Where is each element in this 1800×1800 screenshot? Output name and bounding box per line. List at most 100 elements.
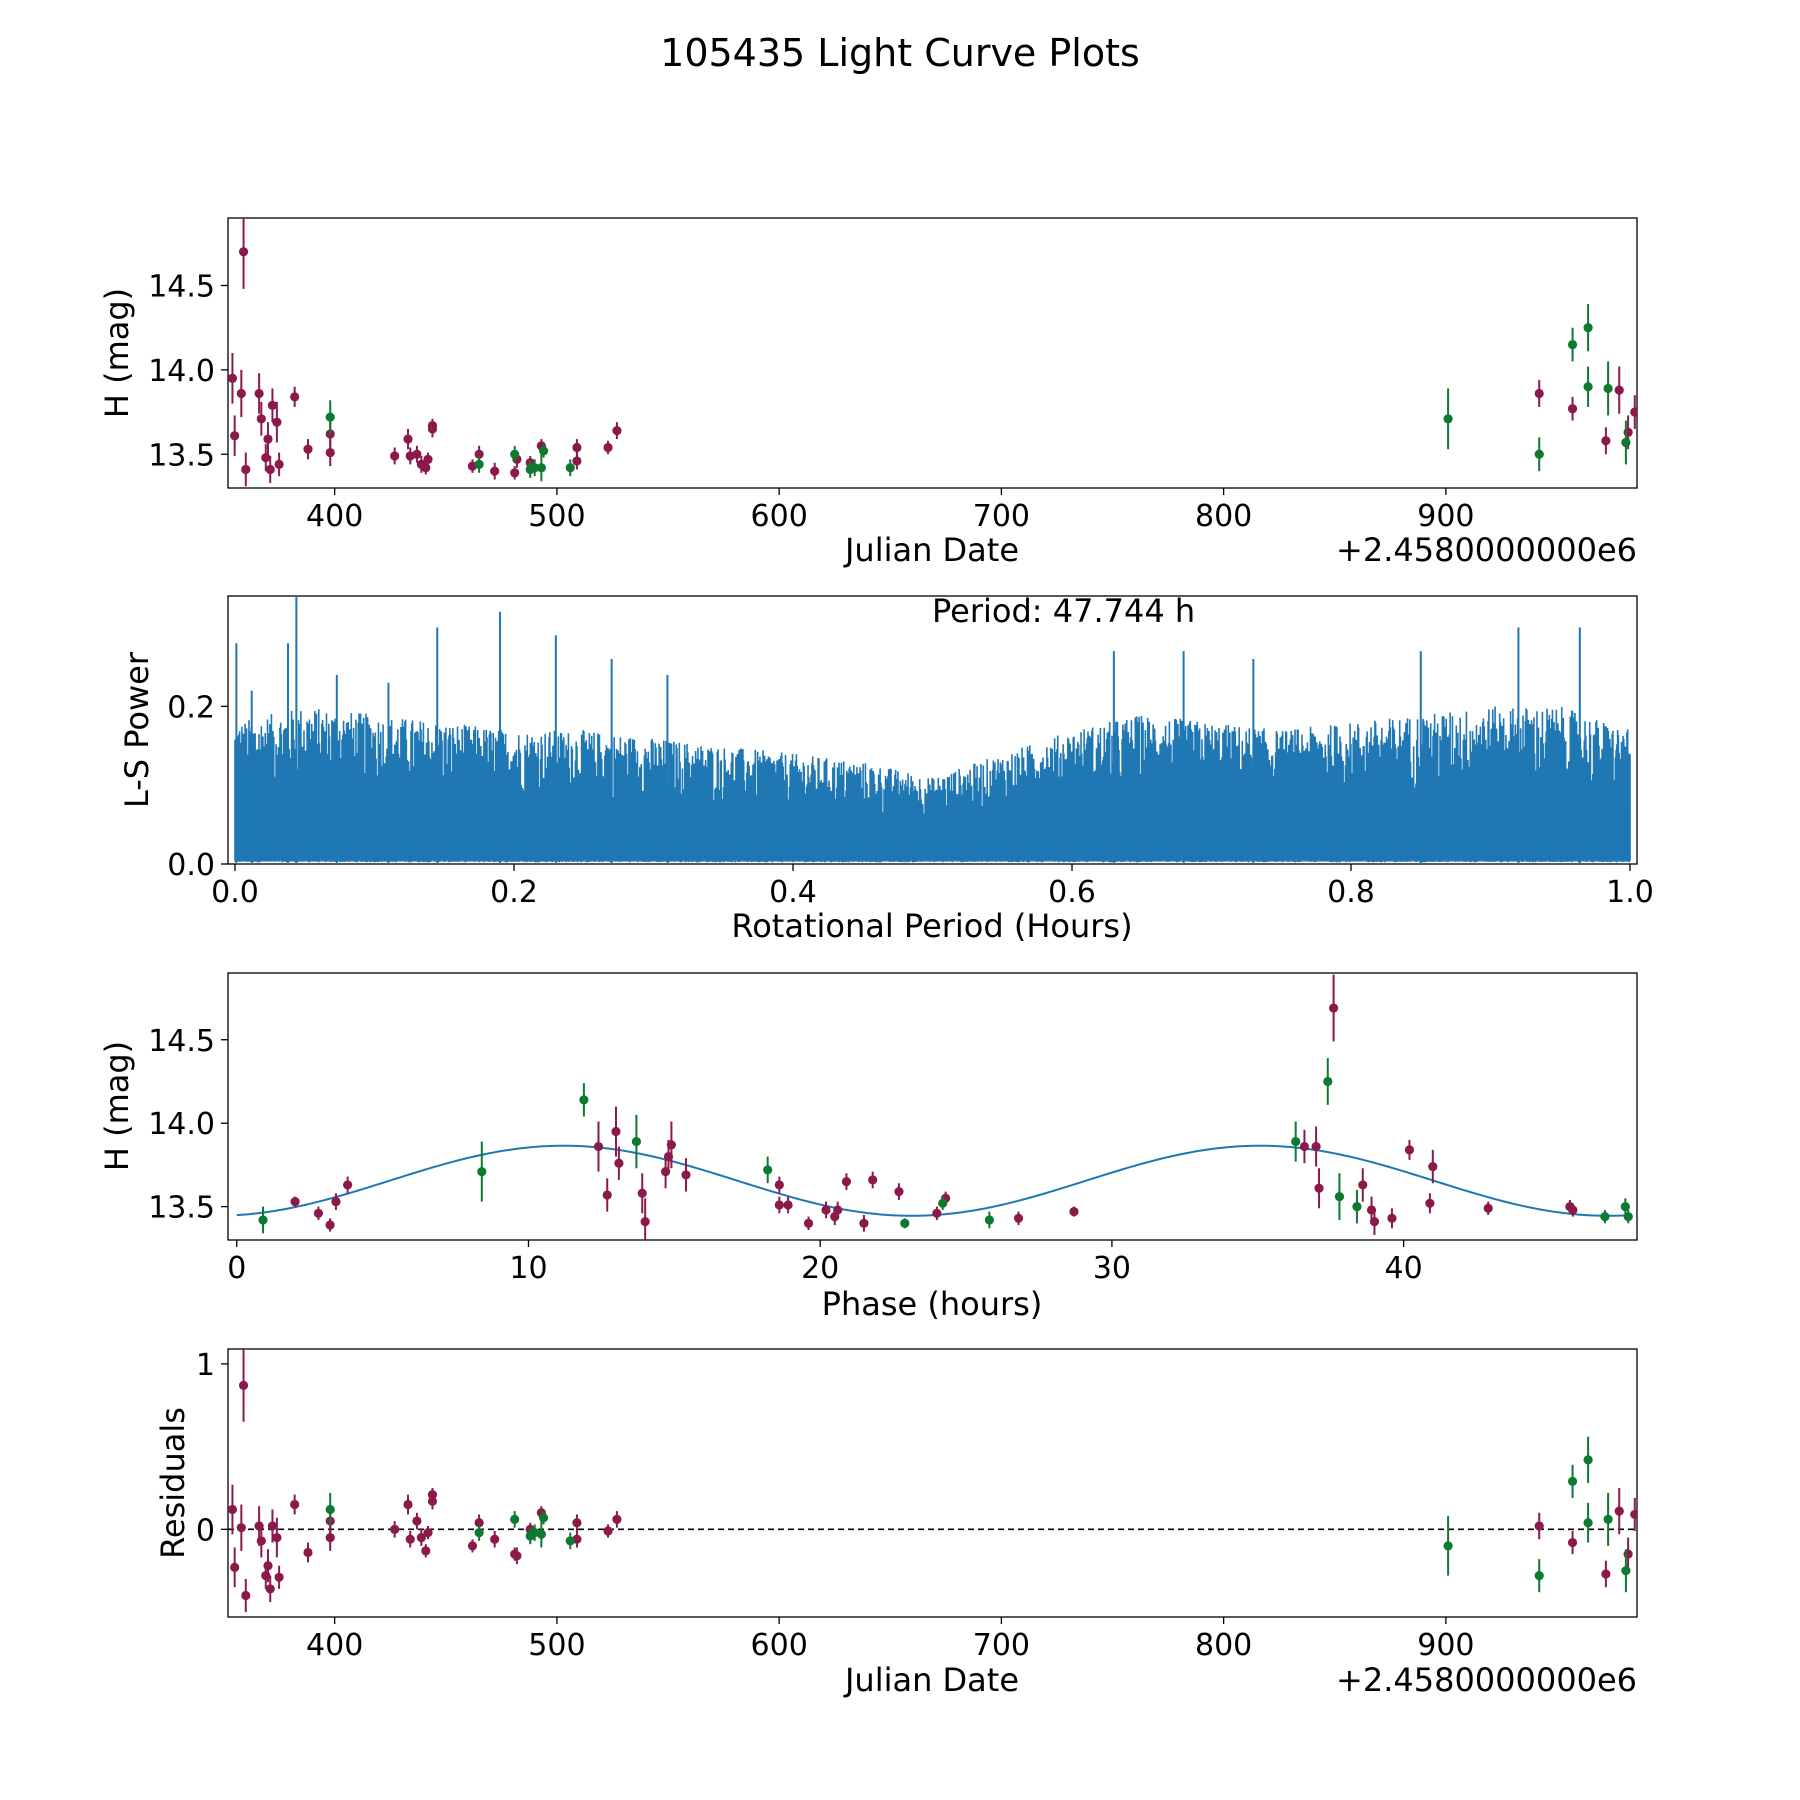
lightcurve-ylabel: H (mag) — [98, 288, 136, 418]
residuals-point-red — [423, 1528, 433, 1538]
lightcurve-point-red — [230, 431, 240, 441]
residuals-point-green — [474, 1528, 484, 1538]
residuals-point-green — [1443, 1541, 1453, 1551]
residuals-point-red — [490, 1534, 500, 1544]
lightcurve-point-green — [1583, 382, 1593, 392]
residuals-point-red — [290, 1499, 300, 1510]
lightcurve-point-green — [1603, 383, 1613, 394]
residuals-point-red — [236, 1523, 246, 1533]
lightcurve-ytick-label: 14.0 — [148, 354, 215, 389]
phased-point-green — [1323, 1076, 1333, 1087]
residuals-point-red — [412, 1516, 422, 1526]
phased-point-red — [821, 1205, 831, 1215]
residuals-point-red — [421, 1546, 431, 1556]
phased-point-red — [681, 1170, 691, 1180]
lightcurve-point-red — [267, 400, 278, 410]
lightcurve-offset-label: +2.4580000000e6 — [1336, 531, 1637, 569]
phased-point-green — [579, 1095, 589, 1105]
lightcurve-point-red — [254, 388, 264, 399]
residuals-point-green — [536, 1529, 546, 1539]
residuals-xtick-label: 500 — [528, 1628, 585, 1663]
lightcurve-point-red — [274, 459, 284, 469]
periodogram-xtick-label: 0.2 — [490, 875, 538, 910]
residuals-point-red — [612, 1514, 622, 1524]
residuals-point-red — [474, 1518, 484, 1528]
lightcurve-point-red — [325, 447, 335, 458]
figure-title: 105435 Light Curve Plots — [660, 31, 1140, 75]
phased-ylabel: H (mag) — [98, 1041, 136, 1171]
lightcurve-point-red — [403, 434, 413, 444]
residuals-point-red — [241, 1590, 251, 1601]
lightcurve-point-red — [256, 414, 266, 424]
periodogram-xtick-label: 0.6 — [1048, 875, 1096, 910]
periodogram-xlabel: Rotational Period (Hours) — [731, 907, 1132, 945]
phased-point-red — [602, 1190, 612, 1200]
phased-point-red — [1069, 1207, 1079, 1217]
phased-point-green — [1620, 1202, 1630, 1212]
lightcurve-point-red — [572, 442, 582, 453]
lightcurve-xtick-label: 400 — [306, 499, 363, 534]
phased-point-red — [1314, 1183, 1324, 1193]
residuals-point-red — [263, 1561, 273, 1571]
residuals-point-red — [228, 1504, 238, 1515]
lightcurve-ytick-label: 14.5 — [148, 270, 215, 305]
residuals-point-red — [572, 1518, 582, 1528]
lightcurve-xtick-label: 500 — [528, 499, 585, 534]
phased-point-red — [1369, 1217, 1380, 1227]
residuals-point-green — [1603, 1514, 1613, 1524]
periodogram-xtick-label: 0.4 — [769, 875, 817, 910]
periodogram-panel: 0.0 0.2 0.4 0.6 0.8 1.0 0.0 0.2 Period: 47.744 … — [118, 592, 1654, 945]
periodogram-ylabel: L-S Power — [118, 651, 156, 808]
phased-point-red — [1428, 1161, 1438, 1172]
phased-panel: 0 10 20 30 40 13.5 14.0 14.5 Phase (hours) H (m… — [98, 972, 1638, 1323]
phased-point-red — [1483, 1203, 1493, 1213]
phased-point-red — [1358, 1180, 1368, 1190]
residuals-point-green — [1621, 1566, 1631, 1576]
phased-point-green — [984, 1215, 994, 1225]
residuals-ylabel: Residuals — [154, 1407, 192, 1559]
residuals-point-red — [1630, 1509, 1637, 1520]
phased-point-red — [1299, 1141, 1310, 1152]
residuals-xtick-label: 600 — [751, 1628, 808, 1663]
phased-ytick-label: 14.0 — [148, 1107, 215, 1142]
lightcurve-point-red — [603, 442, 613, 453]
phased-point-red — [593, 1141, 604, 1152]
residuals-xtick-label: 900 — [1417, 1628, 1474, 1663]
phased-point-green — [1623, 1212, 1633, 1222]
residuals-point-green — [1583, 1518, 1593, 1528]
periodogram-xtick-label: 0.0 — [211, 875, 259, 910]
lightcurve-point-green — [1621, 437, 1631, 448]
phased-point-red — [1404, 1145, 1415, 1155]
lightcurve-point-red — [1601, 436, 1611, 446]
lightcurve-point-red — [572, 456, 582, 466]
lightcurve-point-green — [510, 449, 520, 459]
phased-point-green — [1291, 1136, 1301, 1147]
residuals-point-red — [405, 1534, 415, 1544]
residuals-ytick-label: 0 — [196, 1513, 215, 1548]
residuals-xlabel: Julian Date — [843, 1661, 1019, 1699]
phased-point-red — [343, 1180, 353, 1190]
lightcurve-axes-frame — [227, 217, 1638, 489]
lightcurve-point-green — [474, 459, 484, 469]
phased-xtick-label: 10 — [509, 1251, 547, 1286]
residuals-point-red — [427, 1489, 438, 1500]
lightcurve-point-green — [530, 463, 540, 473]
residuals-point-red — [256, 1536, 266, 1546]
residuals-point-red — [1567, 1537, 1578, 1548]
phased-point-red — [833, 1205, 843, 1215]
lightcurve-point-red — [412, 449, 422, 459]
lightcurve-point-green — [325, 412, 335, 422]
residuals-ytick-label: 1 — [196, 1348, 215, 1383]
lightcurve-point-red — [228, 373, 238, 383]
phased-point-green — [938, 1198, 948, 1208]
residuals-point-red — [1534, 1521, 1544, 1531]
phased-point-red — [894, 1187, 904, 1197]
lightcurve-point-red — [1567, 404, 1578, 414]
residuals-point-red — [238, 1380, 249, 1390]
periodogram-ytick-label: 0.0 — [167, 848, 215, 883]
phased-point-red — [1425, 1198, 1435, 1208]
lightcurve-point-red — [241, 464, 251, 475]
phased-point-green — [1600, 1212, 1610, 1222]
residuals-offset-label: +2.4580000000e6 — [1336, 1661, 1637, 1699]
phased-point-green — [1352, 1202, 1362, 1212]
